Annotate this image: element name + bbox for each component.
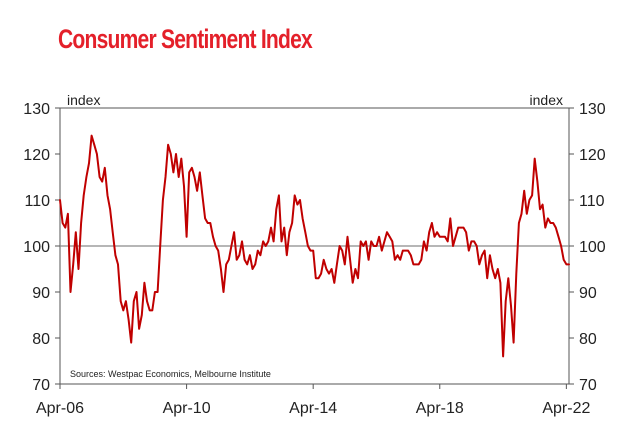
y-tick-label-right: 130 xyxy=(579,101,606,118)
y-tick-label-left: 90 xyxy=(32,285,50,302)
source-note: Sources: Westpac Economics, Melbourne In… xyxy=(70,369,271,379)
y-tick-label-right: 80 xyxy=(579,331,597,348)
y-unit-right: index xyxy=(530,92,563,108)
y-tick-label-left: 80 xyxy=(32,331,50,348)
y-tick-label-left: 100 xyxy=(23,239,50,256)
x-tick-label: Apr-10 xyxy=(163,400,211,417)
y-tick-label-left: 120 xyxy=(23,147,50,164)
y-tick-label-right: 100 xyxy=(579,239,606,256)
y-tick-label-right: 110 xyxy=(579,193,605,210)
x-tick-label: Apr-06 xyxy=(36,400,84,417)
y-tick-label-left: 70 xyxy=(32,377,50,394)
y-tick-label-left: 130 xyxy=(23,101,50,118)
chart-title: Consumer Sentiment Index xyxy=(58,24,313,54)
series-line-consumer-sentiment xyxy=(59,134,570,358)
x-tick-label: Apr-14 xyxy=(289,400,337,417)
y-tick-label-left: 110 xyxy=(24,193,50,210)
x-tick-label: Apr-22 xyxy=(542,400,590,417)
x-tick-label: Apr-18 xyxy=(416,400,464,417)
y-tick-label-right: 120 xyxy=(579,147,606,164)
y-tick-label-right: 70 xyxy=(579,377,597,394)
y-tick-label-right: 90 xyxy=(579,285,597,302)
y-unit-left: index xyxy=(67,92,100,108)
